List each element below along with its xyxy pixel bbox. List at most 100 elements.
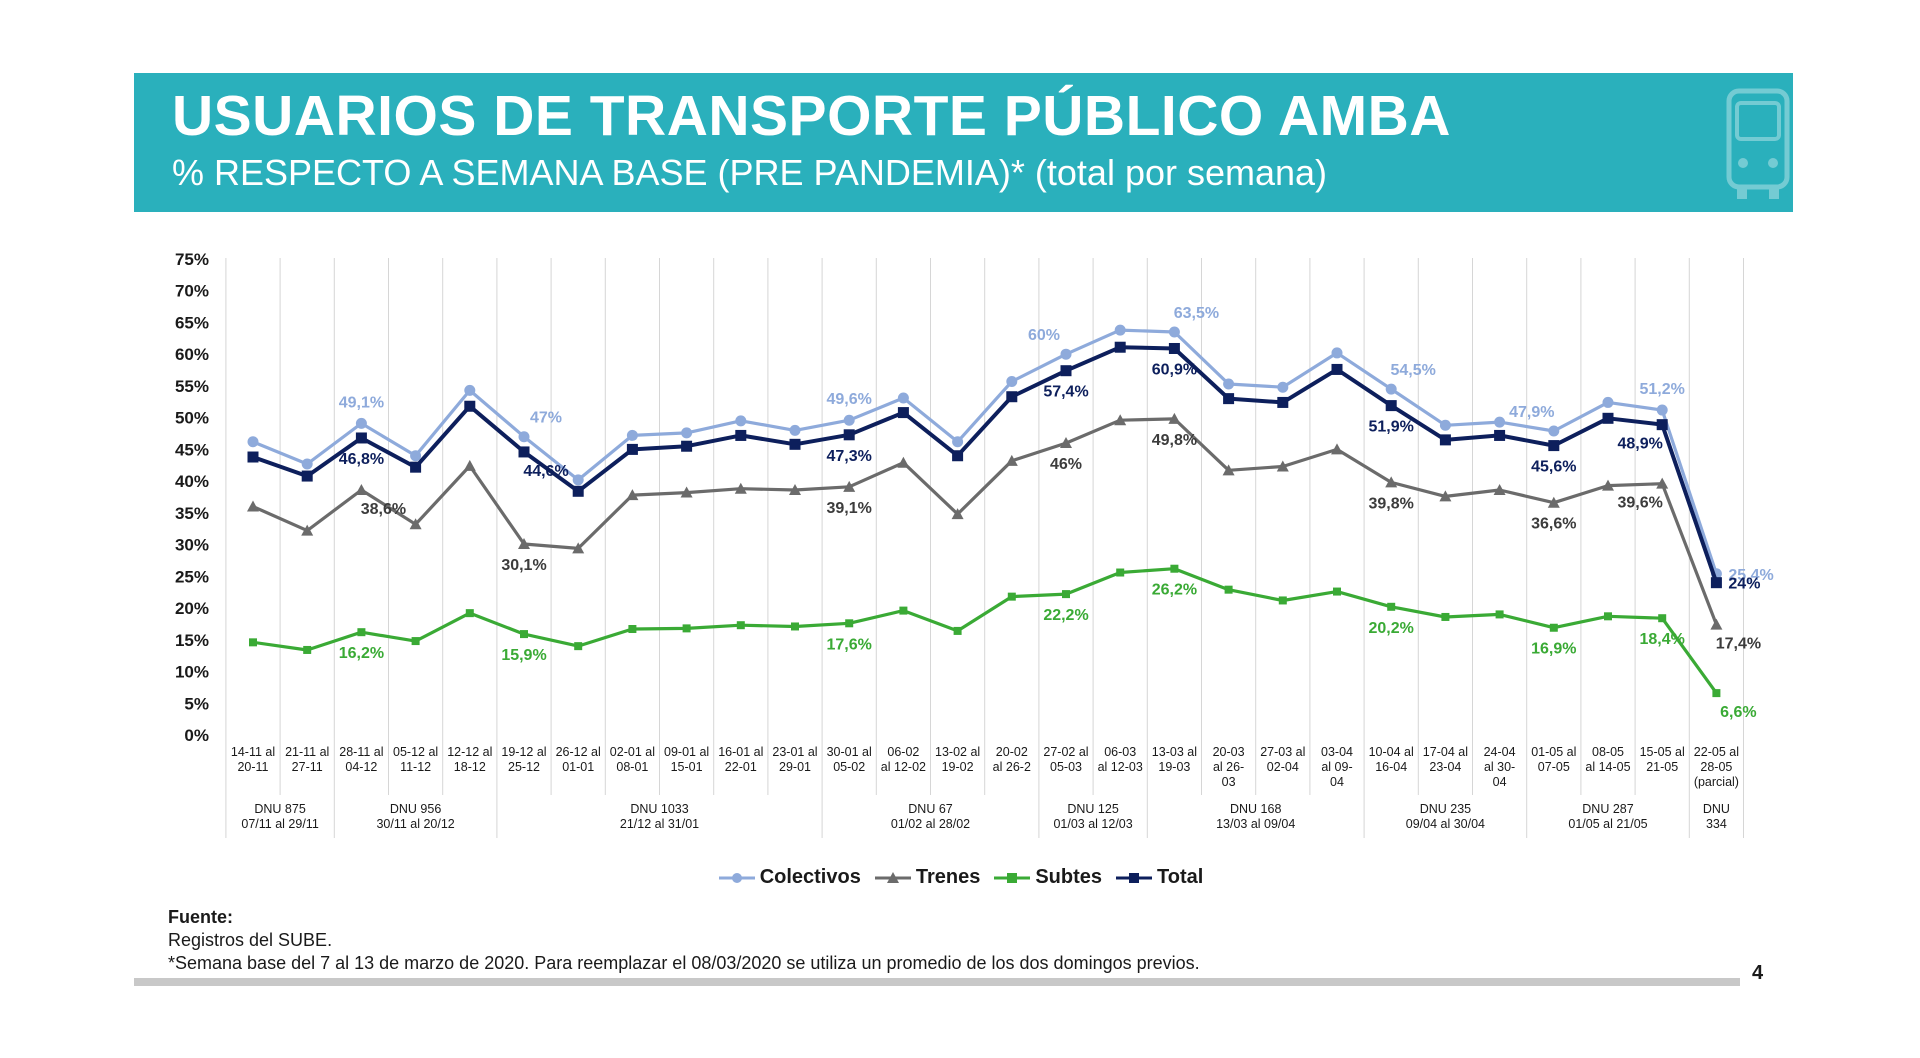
dnu-group-label: DNU 875	[254, 802, 305, 816]
y-tick-label: 15%	[175, 631, 209, 650]
data-point	[1494, 416, 1506, 428]
legend-swatch	[1114, 868, 1154, 888]
x-tick-label: 18-12	[454, 760, 486, 774]
data-label: 46,8%	[339, 451, 384, 468]
data-point	[410, 450, 422, 462]
data-label: 47,3%	[827, 448, 872, 465]
dnu-group-label: 09/04 al 30/04	[1406, 817, 1485, 831]
data-point	[464, 384, 476, 396]
base-week-note: *Semana base del 7 al 13 de marzo de 202…	[168, 953, 1200, 973]
legend-swatch	[992, 868, 1032, 888]
y-tick-label: 10%	[175, 663, 209, 682]
data-point	[897, 392, 909, 404]
data-point	[897, 456, 910, 468]
series-line-total	[252, 345, 1719, 584]
data-label: 60,9%	[1152, 361, 1197, 378]
y-tick-label: 25%	[175, 567, 209, 586]
data-point	[735, 429, 747, 441]
footer-divider	[134, 978, 1740, 986]
data-point	[1170, 564, 1179, 573]
legend-swatch	[717, 868, 757, 888]
data-point	[626, 489, 639, 501]
y-tick-label: 35%	[175, 504, 209, 523]
x-tick-label: 19-02	[942, 760, 974, 774]
data-point	[1602, 412, 1614, 424]
x-tick-label: 10-04 al	[1369, 745, 1414, 759]
data-point	[843, 414, 855, 426]
data-label: 38,6%	[361, 501, 406, 518]
data-point	[1656, 404, 1668, 416]
x-tick-label: al 12-03	[1098, 760, 1143, 774]
data-label: 49,6%	[827, 391, 872, 408]
data-point	[1658, 614, 1667, 623]
x-tick-label: 01-01	[562, 760, 594, 774]
x-tick-label: 02-01 al	[610, 745, 655, 759]
data-point	[1441, 612, 1450, 621]
dnu-group-label: 07/11 al 29/11	[241, 817, 318, 831]
data-point	[247, 451, 259, 463]
x-tick-label: 05-02	[833, 760, 865, 774]
data-point	[1116, 568, 1125, 577]
x-tick-label: 23-04	[1429, 760, 1461, 774]
data-point	[1331, 443, 1343, 455]
data-label: 17,6%	[827, 636, 872, 653]
source-line: Registros del SUBE.	[168, 930, 333, 950]
data-point	[843, 429, 855, 441]
series-line-trenes	[252, 417, 1718, 626]
x-tick-label: 20-03	[1213, 745, 1245, 759]
data-point	[1548, 425, 1560, 437]
data-label: 16,9%	[1531, 641, 1576, 658]
data-point	[409, 518, 422, 530]
x-tick-label: 01-05 al	[1531, 745, 1576, 759]
x-tick-label: al 26-	[1213, 760, 1244, 774]
data-point	[1385, 476, 1398, 488]
data-label: 20,2%	[1369, 620, 1414, 637]
data-point	[681, 440, 693, 452]
header-banner: USUARIOS DE TRANSPORTE PÚBLICO AMBA % RE…	[134, 73, 1793, 212]
data-point	[1223, 393, 1235, 405]
data-label: 60%	[1028, 327, 1060, 344]
data-label: 45,6%	[1531, 459, 1576, 476]
dnu-group-label: DNU 235	[1420, 802, 1471, 816]
data-point	[628, 625, 637, 634]
legend-item-trenes: Trenes	[873, 866, 980, 889]
dnu-group-label: DNU 287	[1582, 802, 1633, 816]
data-point	[1277, 381, 1289, 393]
data-point	[1062, 590, 1070, 599]
x-tick-label: 04	[1330, 775, 1344, 789]
data-point	[518, 431, 530, 443]
data-point	[1602, 396, 1614, 408]
data-point	[1060, 437, 1072, 449]
data-label: 16,2%	[339, 645, 384, 662]
y-tick-label: 20%	[175, 599, 209, 618]
y-tick-label: 5%	[184, 694, 209, 713]
data-point	[1710, 577, 1722, 589]
dnu-group-label: 01/03 al 12/03	[1053, 817, 1132, 831]
legend-label: Trenes	[915, 866, 981, 888]
data-point	[1493, 484, 1506, 496]
data-point	[1333, 587, 1341, 596]
legend-label: Subtes	[1035, 866, 1103, 888]
data-point	[301, 458, 313, 470]
data-point	[789, 424, 801, 436]
x-tick-label: 15-01	[671, 760, 703, 774]
x-tick-label: 03	[1222, 775, 1236, 789]
data-point	[1331, 347, 1343, 359]
x-tick-label: 07-05	[1538, 760, 1570, 774]
data-point	[1547, 496, 1560, 508]
x-tick-label: 05-12 al	[393, 745, 438, 759]
x-tick-label: 21-05	[1646, 760, 1678, 774]
data-label: 47%	[530, 410, 562, 427]
data-point	[463, 459, 476, 471]
data-label: 39,8%	[1369, 495, 1414, 512]
data-point	[1007, 592, 1016, 601]
data-point	[464, 400, 476, 412]
x-tick-label: 12-12 al	[447, 745, 492, 759]
data-point	[1006, 375, 1018, 387]
data-point	[1548, 440, 1560, 452]
chart-legend: Colectivos Trenes Subtes Total	[0, 866, 1920, 894]
legend-item-colectivos: Colectivos	[717, 866, 861, 889]
x-tick-label: 05-03	[1050, 760, 1082, 774]
data-label: 44,6%	[523, 463, 568, 480]
